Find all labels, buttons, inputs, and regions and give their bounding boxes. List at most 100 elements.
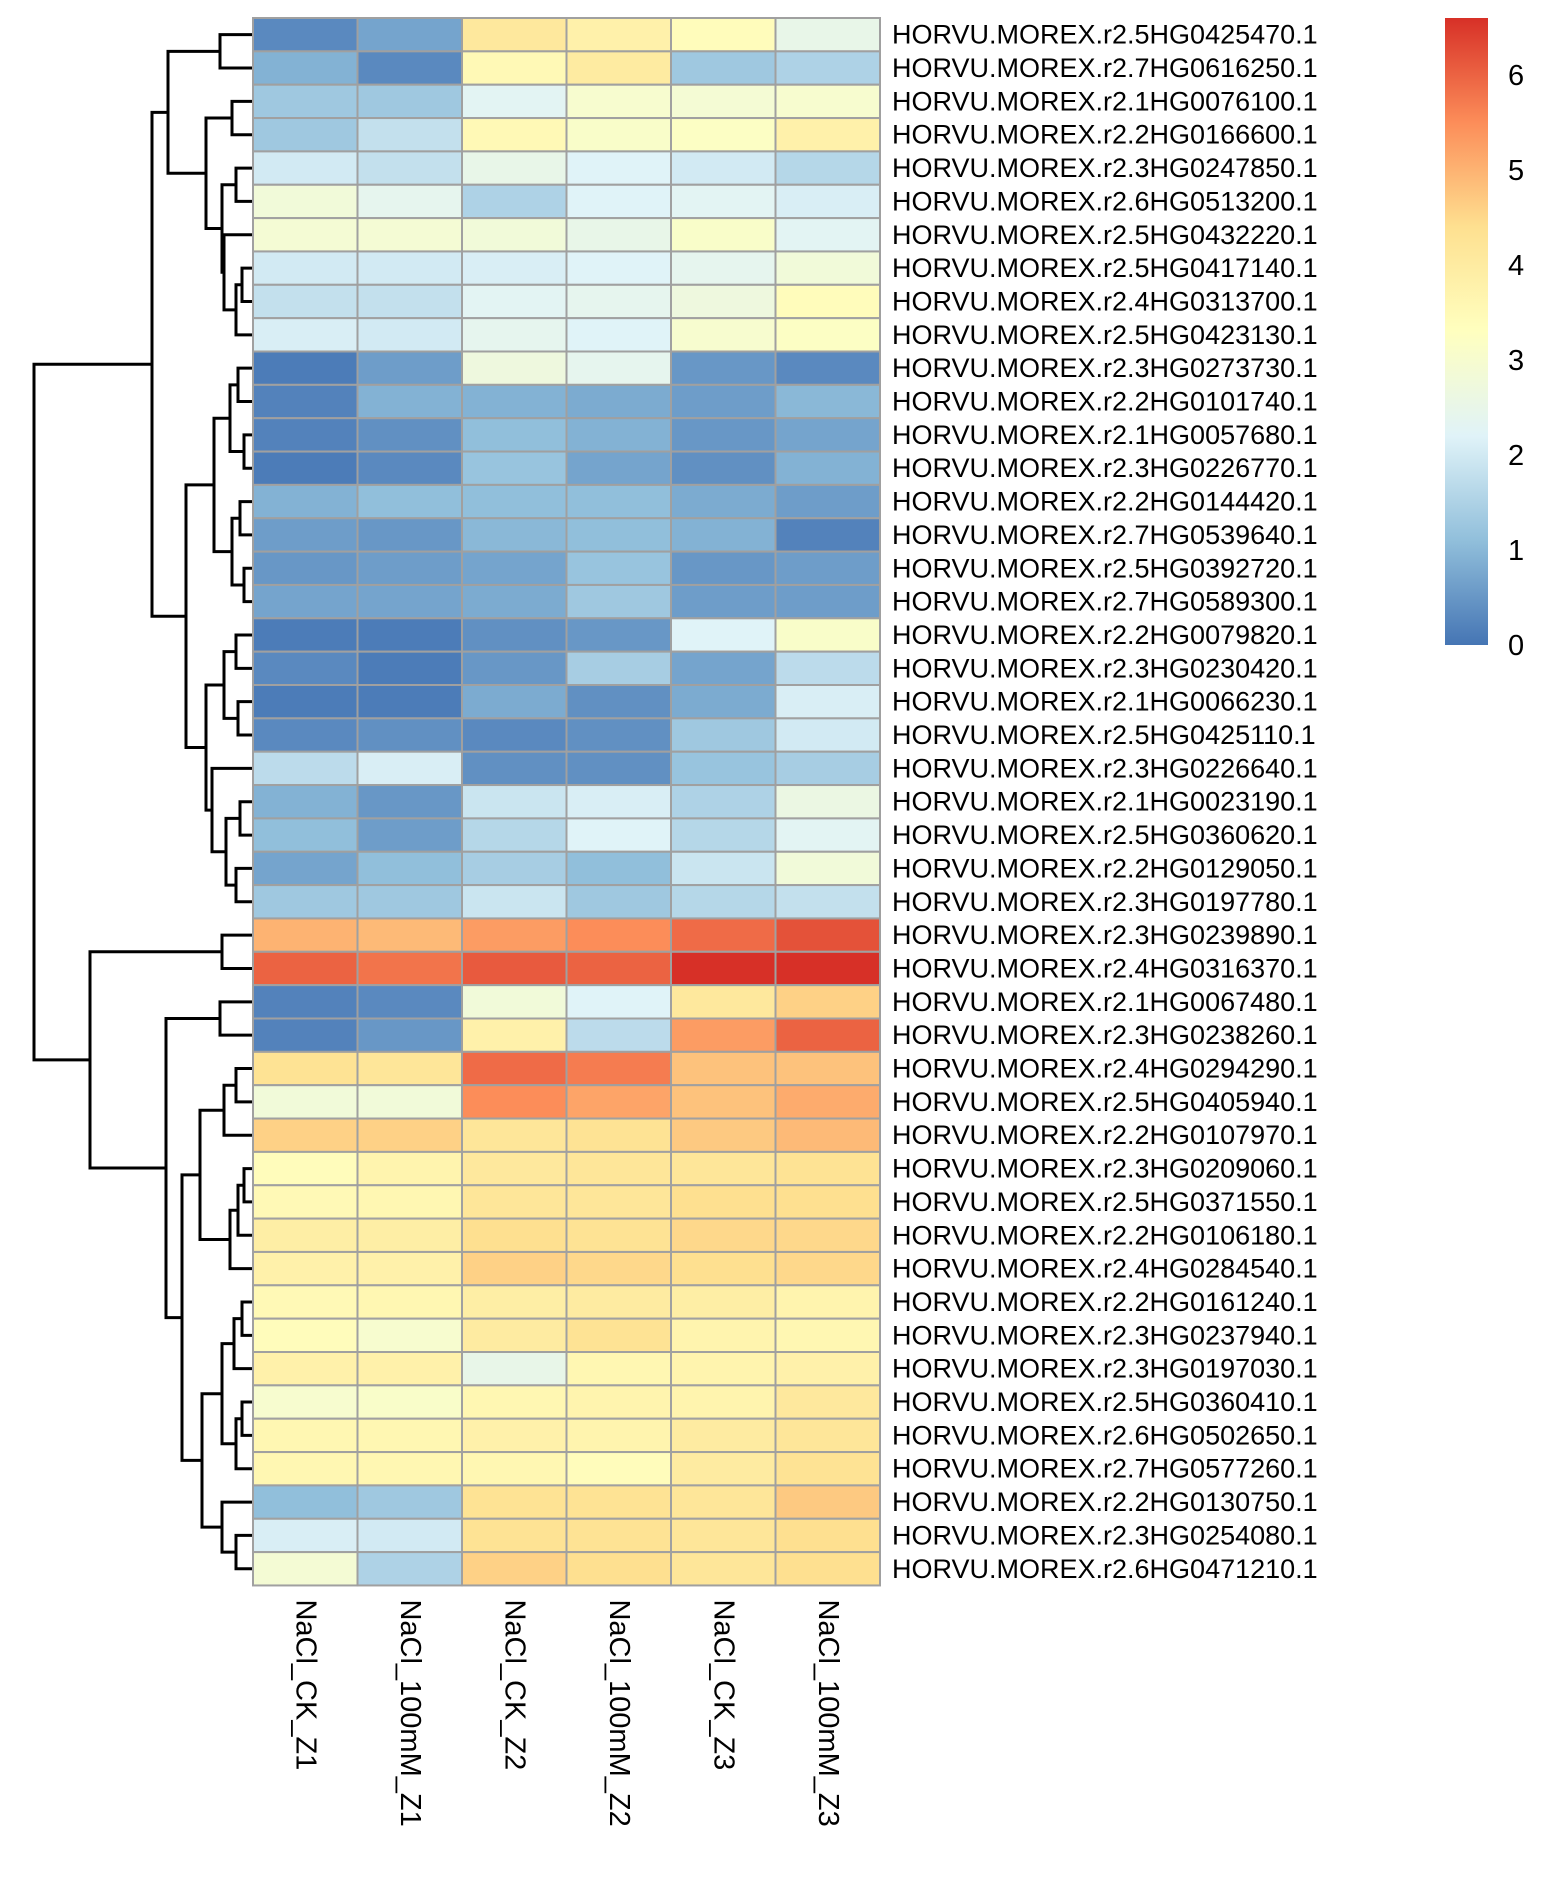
legend-tick-label: 3	[1508, 345, 1524, 377]
heatmap-cell	[670, 1184, 777, 1220]
heatmap-cell	[565, 917, 672, 953]
heatmap-cell	[565, 317, 672, 353]
heatmap-cell	[565, 1050, 672, 1087]
heatmap-cell	[356, 17, 463, 53]
dendrogram-branch	[234, 1417, 253, 1471]
row-label: HORVU.MOREX.r2.4HG0294290.1	[892, 1054, 1318, 1084]
heatmap-cell	[252, 1017, 359, 1053]
heatmap-cell	[670, 583, 777, 620]
heatmap-cell	[252, 183, 359, 220]
row-label: HORVU.MOREX.r2.2HG0079820.1	[892, 620, 1318, 650]
heatmap-cell	[356, 83, 463, 120]
heatmap-cell	[356, 417, 463, 453]
heatmap-cell	[774, 817, 881, 853]
heatmap-cell	[774, 283, 881, 320]
row-label: HORVU.MOREX.r2.3HG0238260.1	[892, 1020, 1318, 1050]
heatmap-cell	[252, 117, 359, 153]
heatmap-cell	[774, 1351, 881, 1387]
heatmap-cell	[774, 250, 881, 286]
heatmap-cell	[252, 550, 359, 586]
heatmap-cell	[565, 1451, 672, 1487]
heatmap-cell	[356, 383, 463, 420]
heatmap-cell	[252, 217, 359, 253]
heatmap-cell	[356, 1250, 463, 1287]
heatmap-cell	[774, 984, 881, 1020]
heatmap-cell	[565, 417, 672, 453]
heatmap-cell	[252, 83, 359, 120]
heatmap-cell	[670, 917, 777, 953]
heatmap-cell	[356, 1017, 463, 1053]
column-label: NaCl_CK_Z3	[707, 1599, 739, 1770]
heatmap-cell	[356, 784, 463, 820]
heatmap-cell	[774, 1217, 881, 1253]
heatmap-cell	[356, 283, 463, 320]
heatmap-cell	[670, 417, 777, 453]
heatmap-cell	[565, 1250, 672, 1287]
dendrogram-branch	[218, 33, 253, 70]
heatmap-cell	[461, 1451, 568, 1487]
heatmap-cell	[461, 850, 568, 887]
heatmap-cell	[565, 950, 672, 987]
heatmap-cell	[252, 1217, 359, 1253]
heatmap-cell	[461, 1184, 568, 1220]
heatmap-cell	[670, 83, 777, 120]
heatmap-cell	[670, 684, 777, 720]
dendrogram-branch	[222, 233, 253, 312]
row-label: HORVU.MOREX.r2.2HG0161240.1	[892, 1287, 1318, 1317]
heatmap-cell	[774, 1250, 881, 1287]
heatmap-cell	[774, 383, 881, 420]
heatmap-cell	[774, 1484, 881, 1520]
heatmap-cell	[356, 117, 463, 153]
heatmap-cell	[461, 984, 568, 1020]
heatmap-cell	[774, 1284, 881, 1320]
column-labels: NaCl_CK_Z1 NaCl_100mM_Z1 NaCl_CK_Z2 NaCl_10…	[289, 1599, 844, 1826]
heatmap-cell	[565, 1017, 672, 1053]
heatmap-cell	[565, 817, 672, 853]
heatmap-cell	[774, 183, 881, 220]
heatmap-cell	[670, 1084, 777, 1120]
heatmap-cell	[252, 1117, 359, 1153]
dendrogram-branch	[234, 1533, 253, 1571]
dendrogram-branch	[234, 1067, 253, 1104]
dendrogram-branch	[242, 1167, 253, 1204]
row-label: HORVU.MOREX.r2.3HG0226770.1	[892, 453, 1318, 483]
heatmap-cell	[565, 784, 672, 820]
heatmap-cell	[774, 1150, 881, 1187]
heatmap-cell	[461, 1417, 568, 1454]
dendrogram-branch	[228, 1208, 253, 1271]
heatmap-cell	[252, 150, 359, 186]
heatmap-cell	[670, 350, 777, 386]
heatmap-cell	[670, 1117, 777, 1153]
heatmap-cell	[670, 183, 777, 220]
legend-tick-label: 0	[1508, 630, 1524, 662]
heatmap-cell	[774, 1084, 881, 1120]
row-label: HORVU.MOREX.r2.3HG0254080.1	[892, 1520, 1318, 1550]
heatmap-cell	[565, 550, 672, 586]
heatmap-cell	[670, 1017, 777, 1053]
heatmap-cell	[670, 817, 777, 853]
heatmap-cell	[670, 150, 777, 186]
heatmap-cell	[670, 850, 777, 887]
heatmap-cell	[565, 1317, 672, 1354]
row-label: HORVU.MOREX.r2.3HG0239890.1	[892, 920, 1318, 950]
heatmap-cell	[356, 817, 463, 853]
heatmap-cell	[565, 984, 672, 1020]
heatmap-cell	[774, 17, 881, 53]
heatmap-cell	[670, 617, 777, 653]
heatmap-cell	[670, 483, 777, 520]
heatmap-cell	[670, 1050, 777, 1087]
heatmap-cell	[252, 583, 359, 620]
heatmap-cell	[252, 750, 359, 787]
row-label: HORVU.MOREX.r2.2HG0144420.1	[892, 487, 1318, 517]
heatmap-cell	[670, 884, 777, 920]
heatmap-cell	[252, 1551, 359, 1587]
heatmap-cell	[252, 684, 359, 720]
heatmap-cell	[252, 950, 359, 987]
row-label: HORVU.MOREX.r2.1HG0057680.1	[892, 420, 1318, 450]
heatmap-cell	[356, 183, 463, 220]
heatmap-cell	[565, 1084, 672, 1120]
heatmap-cell	[774, 417, 881, 453]
dendrogram-branch	[210, 766, 253, 854]
dendrogram-branch	[220, 933, 253, 970]
row-label: HORVU.MOREX.r2.1HG0023190.1	[892, 787, 1318, 817]
